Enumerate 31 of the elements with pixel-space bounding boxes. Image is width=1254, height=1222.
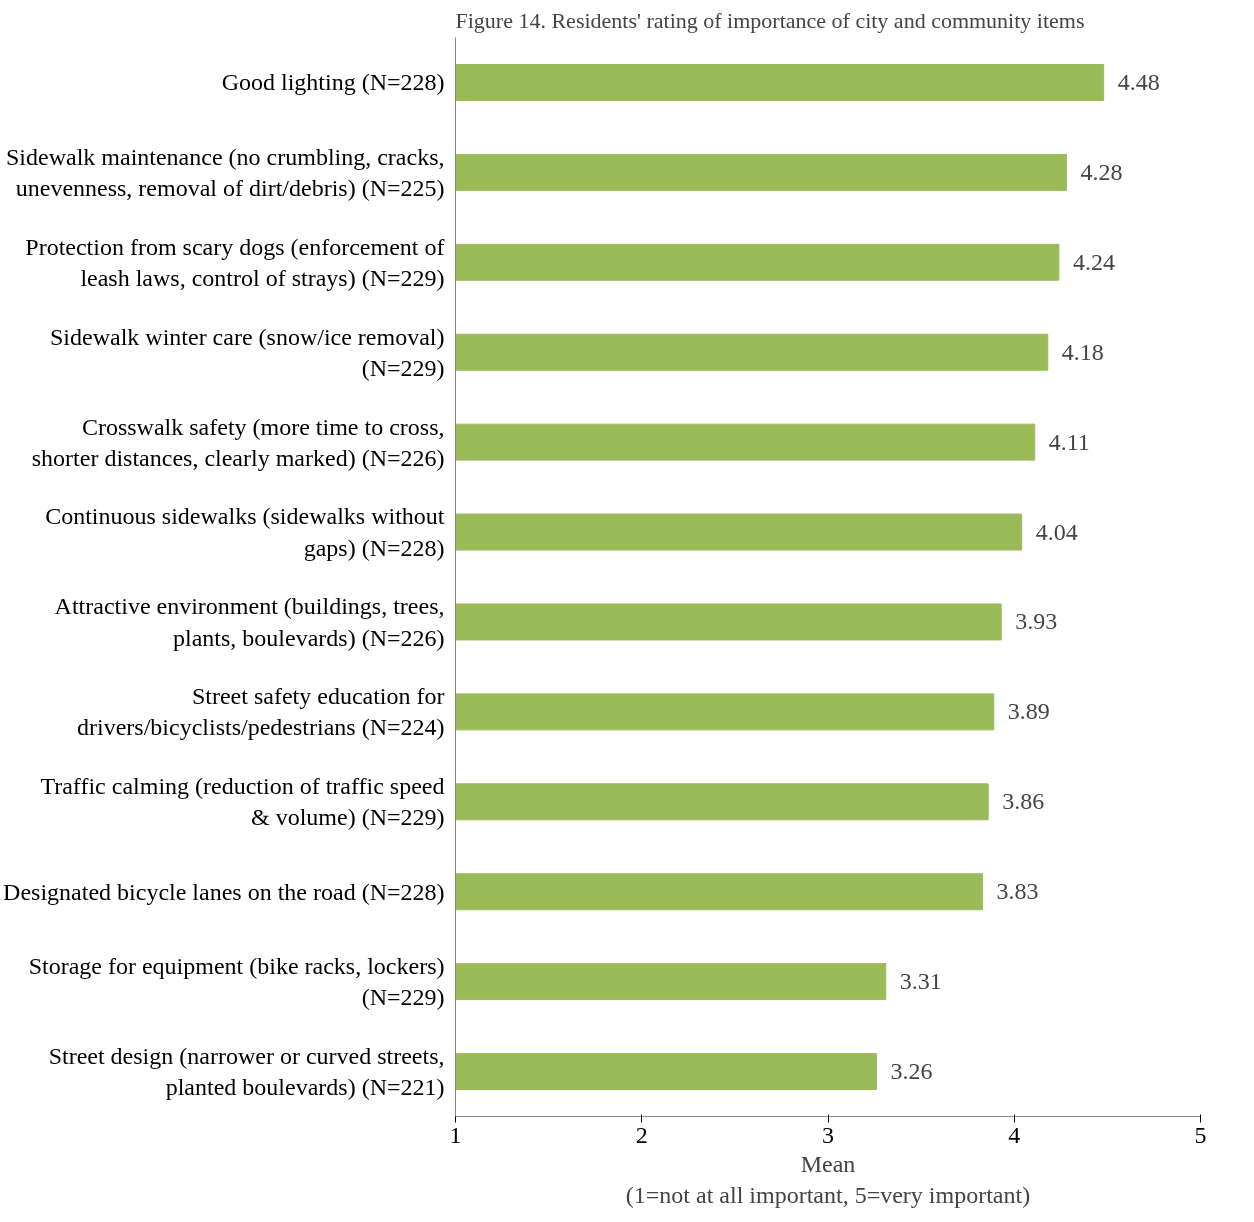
- x-axis-title: Mean (1=not at all important, 5=very important): [625, 1150, 1031, 1208]
- y-tick-label: Continuous sidewalks (sidewalks without gaps) (N=228): [45, 503, 445, 561]
- x-tick-label: 2: [635, 1121, 648, 1148]
- data-label: 4.48: [1117, 68, 1160, 95]
- x-tick-label: 3: [822, 1121, 834, 1148]
- chart-title: Figure 14. Residents' rating of importance of city and community items: [455, 7, 1085, 33]
- y-tick-label: Storage for equipment (bike racks, lockers) (N=229): [28, 953, 445, 1011]
- data-label: 4.18: [1061, 338, 1104, 365]
- y-tick-label: Protection from scary dogs (enforcement of leash laws, control of strays) (N=229): [25, 233, 445, 291]
- data-label: 4.04: [1035, 518, 1078, 545]
- data-label: 3.31: [899, 968, 942, 995]
- data-label: 3.93: [1015, 608, 1058, 635]
- y-tick-label: Sidewalk maintenance (no crumbling, cracks, unevenness, removal of dirt/debris) (N=225): [5, 143, 445, 201]
- x-tick-label: 1: [449, 1121, 462, 1148]
- data-label: 4.11: [1048, 428, 1090, 455]
- y-tick-label: Designated bicycle lanes on the road (N=228): [3, 878, 445, 905]
- data-label: 4.28: [1080, 158, 1123, 185]
- y-tick-label: Attractive environment (buildings, trees, plants, boulevards) (N=226): [54, 593, 445, 651]
- data-label: 3.89: [1007, 698, 1050, 725]
- data-label: 3.86: [1002, 788, 1045, 815]
- x-tick-label: 4: [1008, 1121, 1021, 1148]
- y-tick-label: Sidewalk winter care (snow/ice removal) (N=229): [49, 323, 445, 381]
- y-tick-label: Crosswalk safety (more time to cross, shorter distances, clearly marked) (N=226): [31, 413, 445, 471]
- y-tick-label: Good lighting (N=228): [221, 69, 445, 96]
- y-tick-label: Street design (narrower or curved streets, planted boulevards) (N=221): [48, 1042, 445, 1101]
- data-label: 3.83: [996, 878, 1039, 905]
- y-tick-label: Street safety education for drivers/bicyclists/pedestrians (N=224): [77, 683, 445, 741]
- y-tick-label: Traffic calming (reduction of traffic speed & volume) (N=229): [40, 773, 445, 831]
- data-label: 4.24: [1072, 248, 1115, 275]
- x-tick-label: 5: [1194, 1121, 1207, 1148]
- data-label: 3.26: [890, 1058, 933, 1085]
